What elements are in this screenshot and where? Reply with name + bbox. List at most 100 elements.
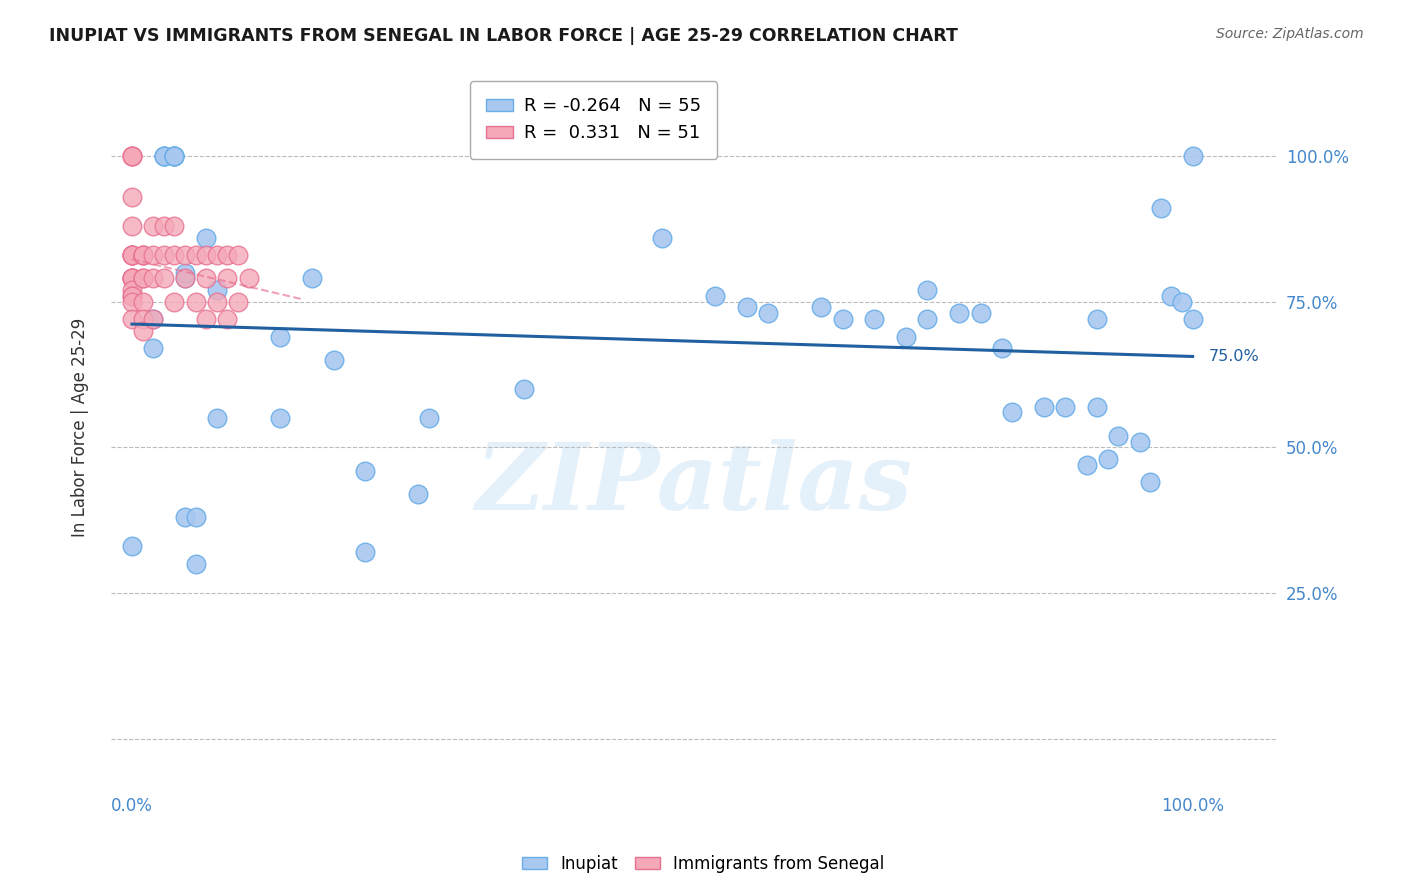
Point — [269, 411, 291, 425]
Point — [163, 219, 186, 233]
Point — [1085, 400, 1108, 414]
Point — [121, 289, 143, 303]
Point — [121, 219, 143, 233]
Point — [756, 306, 779, 320]
Text: 75.0%: 75.0% — [1209, 349, 1260, 364]
Point — [142, 219, 165, 233]
Point — [226, 294, 249, 309]
Point — [354, 464, 377, 478]
Point — [121, 540, 143, 554]
Point — [121, 271, 143, 285]
Point — [651, 230, 673, 244]
Text: Source: ZipAtlas.com: Source: ZipAtlas.com — [1216, 27, 1364, 41]
Point — [1160, 289, 1182, 303]
Point — [704, 289, 727, 303]
Point — [142, 248, 165, 262]
Point — [205, 411, 228, 425]
Point — [1150, 202, 1173, 216]
Point — [121, 149, 143, 163]
Point — [948, 306, 970, 320]
Point — [205, 294, 228, 309]
Point — [195, 271, 218, 285]
Point — [513, 382, 536, 396]
Point — [131, 324, 153, 338]
Point — [990, 341, 1012, 355]
Point — [131, 312, 153, 326]
Point — [163, 149, 186, 163]
Point — [121, 312, 143, 326]
Point — [121, 271, 143, 285]
Point — [217, 271, 239, 285]
Point — [408, 487, 430, 501]
Y-axis label: In Labor Force | Age 25-29: In Labor Force | Age 25-29 — [72, 318, 89, 537]
Point — [1076, 458, 1098, 472]
Legend: Inupiat, Immigrants from Senegal: Inupiat, Immigrants from Senegal — [515, 848, 891, 880]
Point — [917, 283, 939, 297]
Point — [163, 248, 186, 262]
Point — [131, 248, 153, 262]
Point — [301, 271, 323, 285]
Point — [1107, 428, 1129, 442]
Point — [121, 248, 143, 262]
Point — [195, 230, 218, 244]
Point — [131, 248, 153, 262]
Point — [269, 329, 291, 343]
Point — [142, 271, 165, 285]
Point — [418, 411, 440, 425]
Legend: R = -0.264   N = 55, R =  0.331   N = 51: R = -0.264 N = 55, R = 0.331 N = 51 — [470, 81, 717, 159]
Point — [217, 312, 239, 326]
Point — [184, 557, 207, 571]
Point — [142, 312, 165, 326]
Point — [174, 271, 197, 285]
Point — [153, 271, 176, 285]
Point — [131, 248, 153, 262]
Point — [205, 283, 228, 297]
Point — [1181, 149, 1204, 163]
Point — [121, 271, 143, 285]
Point — [153, 149, 176, 163]
Point — [121, 271, 143, 285]
Point — [810, 301, 832, 315]
Point — [735, 301, 758, 315]
Point — [1139, 475, 1161, 490]
Point — [322, 353, 344, 368]
Point — [121, 248, 143, 262]
Point — [153, 219, 176, 233]
Point — [1181, 312, 1204, 326]
Point — [142, 341, 165, 355]
Point — [174, 510, 197, 524]
Point — [142, 312, 165, 326]
Point — [195, 312, 218, 326]
Point — [174, 266, 197, 280]
Point — [163, 294, 186, 309]
Point — [1129, 434, 1152, 449]
Point — [121, 149, 143, 163]
Point — [121, 248, 143, 262]
Point — [121, 248, 143, 262]
Point — [163, 149, 186, 163]
Point — [354, 545, 377, 559]
Point — [121, 283, 143, 297]
Point — [896, 329, 918, 343]
Point — [121, 294, 143, 309]
Point — [121, 289, 143, 303]
Point — [121, 149, 143, 163]
Point — [131, 271, 153, 285]
Point — [831, 312, 853, 326]
Text: INUPIAT VS IMMIGRANTS FROM SENEGAL IN LABOR FORCE | AGE 25-29 CORRELATION CHART: INUPIAT VS IMMIGRANTS FROM SENEGAL IN LA… — [49, 27, 957, 45]
Point — [153, 248, 176, 262]
Point — [1054, 400, 1077, 414]
Point — [217, 248, 239, 262]
Point — [131, 294, 153, 309]
Point — [1171, 294, 1194, 309]
Point — [163, 149, 186, 163]
Point — [195, 248, 218, 262]
Point — [184, 248, 207, 262]
Point — [917, 312, 939, 326]
Point — [174, 271, 197, 285]
Point — [1001, 405, 1024, 419]
Point — [163, 149, 186, 163]
Point — [1097, 452, 1119, 467]
Point — [174, 248, 197, 262]
Point — [153, 149, 176, 163]
